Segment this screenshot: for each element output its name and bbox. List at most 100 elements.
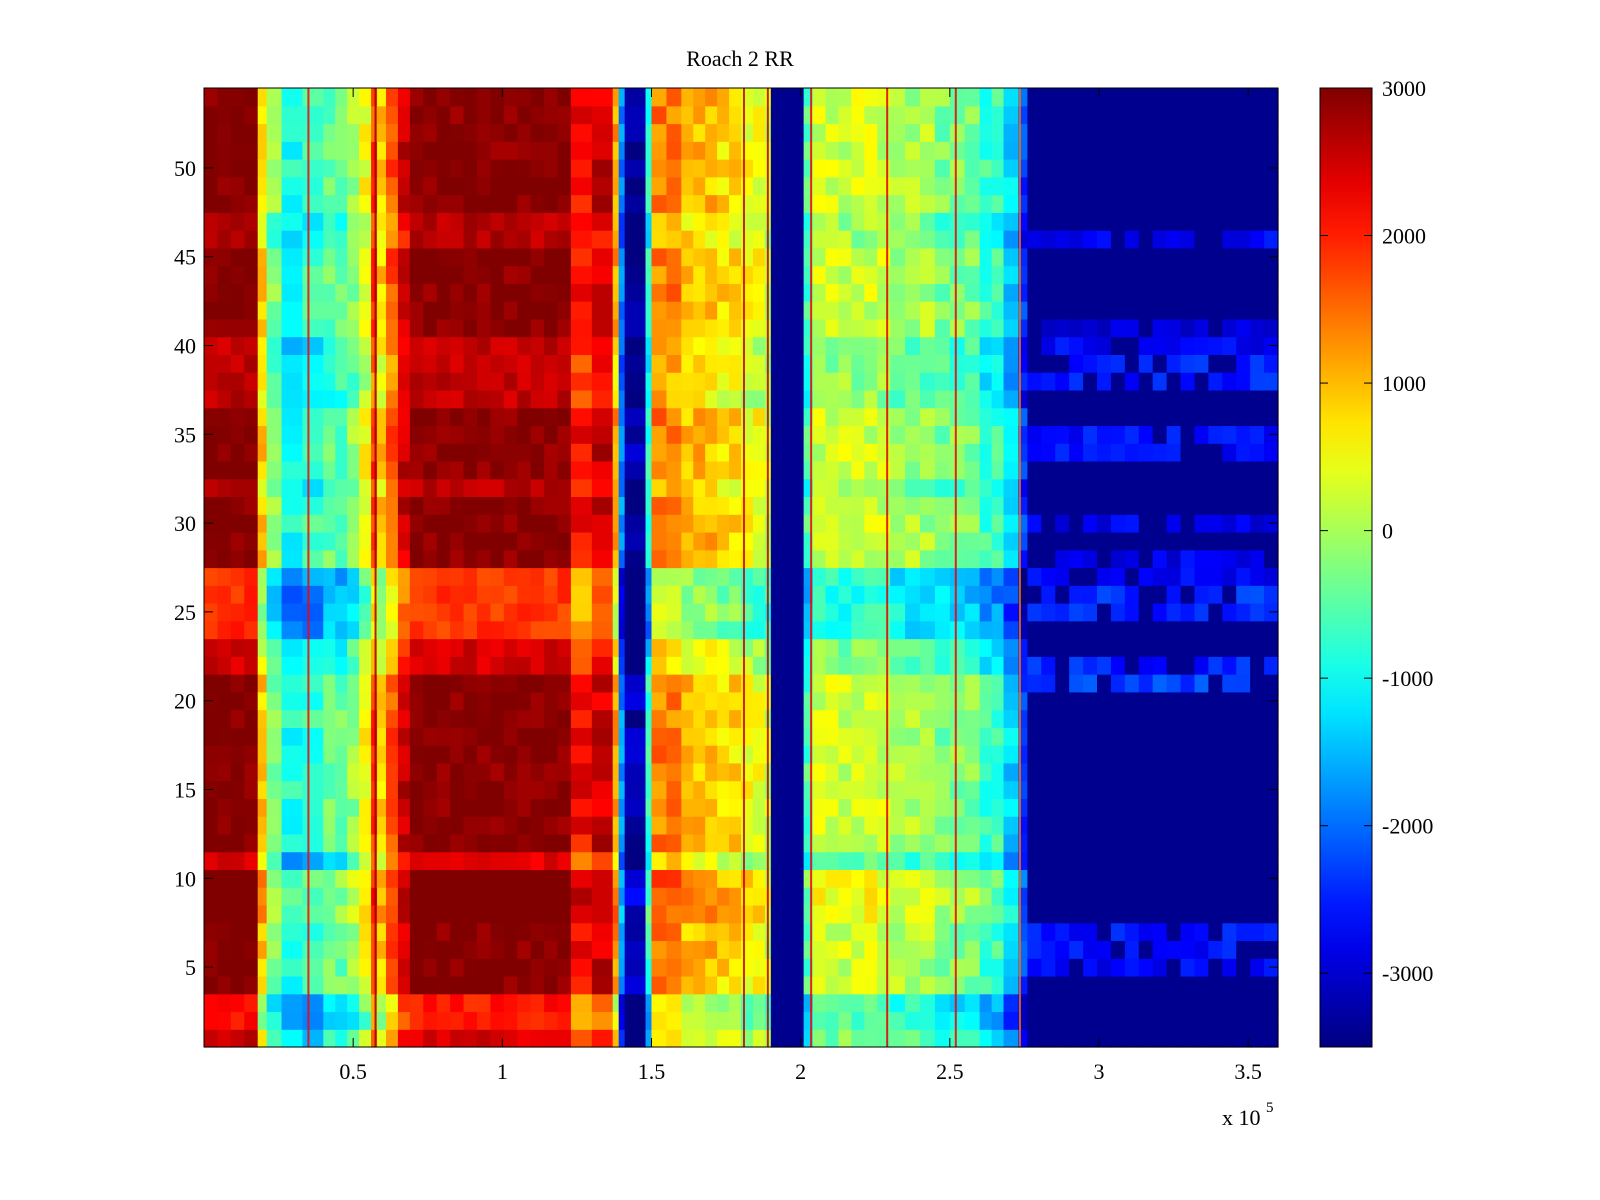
heatmap-cell [244, 709, 259, 728]
heatmap-cell [1208, 265, 1223, 284]
heatmap-cell [812, 887, 827, 906]
heatmap-cell [920, 798, 936, 817]
heatmap-cell [825, 123, 840, 142]
heatmap-cell [463, 194, 478, 213]
heatmap-cell [476, 425, 492, 444]
heatmap-cell [423, 354, 438, 373]
heatmap-cell [651, 1011, 668, 1030]
heatmap-cell [257, 1029, 268, 1048]
heatmap-cell [1041, 762, 1056, 782]
heatmap-cell [920, 141, 936, 160]
heatmap-cell [1083, 230, 1098, 249]
heatmap-cell [302, 869, 324, 888]
heatmap-cell [979, 354, 993, 373]
heatmap-cell [503, 283, 518, 302]
heatmap-cell [741, 514, 754, 533]
heatmap-cell [741, 851, 754, 871]
heatmap-cell [1069, 141, 1084, 160]
heatmap-cell [803, 869, 814, 888]
heatmap-cell [1222, 656, 1237, 675]
heatmap-cell [949, 354, 966, 373]
heatmap-cell [335, 620, 348, 640]
heatmap-cell [476, 283, 492, 302]
heatmap-cell [1018, 496, 1028, 515]
heatmap-cell [770, 460, 788, 480]
heatmap-cell [347, 354, 360, 373]
heatmap-cell [1027, 336, 1042, 355]
heatmap-cell [666, 247, 682, 267]
heatmap-cell [851, 656, 865, 675]
heatmap-cell [436, 88, 451, 107]
heatmap-cell [244, 478, 259, 498]
heatmap-cell [964, 549, 981, 569]
heatmap-cell [949, 833, 966, 853]
heatmap-cell [717, 230, 730, 249]
heatmap-cell [377, 656, 387, 675]
heatmap-cell [1222, 993, 1237, 1013]
heatmap-cell [517, 230, 532, 249]
heatmap-cell [503, 567, 518, 586]
heatmap-cell [1069, 265, 1084, 284]
heatmap-cell [266, 425, 283, 444]
heatmap-cell [385, 531, 399, 551]
heatmap-cell [409, 514, 424, 533]
heatmap-cell [1222, 904, 1237, 924]
heatmap-cell [323, 531, 336, 551]
heatmap-cell [436, 674, 451, 693]
heatmap-cell [651, 159, 668, 178]
heatmap-cell [920, 247, 936, 267]
heatmap-cell [544, 194, 559, 213]
heatmap-cell [1194, 727, 1209, 746]
heatmap-cell [851, 975, 865, 995]
heatmap-cell [1138, 549, 1154, 569]
heatmap-cell [1194, 407, 1209, 427]
heatmap-cell [864, 922, 878, 942]
heatmap-cell [991, 709, 1005, 728]
heatmap-cell [666, 105, 682, 125]
heatmap-cell [1110, 389, 1126, 409]
heatmap-cell [503, 176, 518, 196]
heatmap-cell [517, 656, 532, 675]
heatmap-cell [1264, 1011, 1279, 1030]
heatmap-cell [991, 389, 1005, 409]
heatmap-cell [217, 460, 232, 480]
heatmap-cell [624, 656, 647, 675]
heatmap-cell [618, 105, 626, 125]
heatmap-cell [323, 833, 336, 853]
heatmap-cell [693, 230, 706, 249]
heatmap-cell [281, 816, 304, 835]
heatmap-cell [490, 265, 505, 284]
heatmap-cell [645, 567, 653, 586]
heatmap-cell [851, 887, 865, 906]
heatmap-cell [1180, 851, 1196, 871]
heatmap-cell [729, 88, 742, 107]
heatmap-cell [717, 141, 730, 160]
heatmap-cell [371, 709, 378, 728]
heatmap-cell [302, 478, 324, 498]
heatmap-cell [1083, 443, 1098, 462]
heatmap-cell [651, 194, 668, 213]
heatmap-cell [302, 691, 324, 711]
heatmap-cell [570, 247, 593, 267]
heatmap-cell [1264, 354, 1279, 373]
heatmap-cell [1041, 212, 1056, 231]
heatmap-cell [371, 674, 378, 693]
heatmap-cell [1018, 194, 1028, 213]
heatmap-cell [359, 745, 372, 764]
heatmap-cell [557, 372, 572, 391]
heatmap-cell [624, 443, 647, 462]
heatmap-cell [266, 816, 283, 835]
heatmap-cell [385, 354, 399, 373]
heatmap-cell [618, 194, 626, 213]
heatmap-cell [1027, 88, 1042, 107]
heatmap-cell [803, 389, 814, 409]
heatmap-cell [371, 780, 378, 799]
heatmap-cell [1180, 389, 1196, 409]
heatmap-cell [266, 798, 283, 817]
heatmap-cell [979, 176, 993, 196]
heatmap-cell [302, 993, 324, 1013]
heatmap-cell [851, 620, 865, 640]
heatmap-cell [770, 212, 788, 231]
heatmap-cell [463, 780, 478, 799]
heatmap-cell [1166, 105, 1182, 125]
